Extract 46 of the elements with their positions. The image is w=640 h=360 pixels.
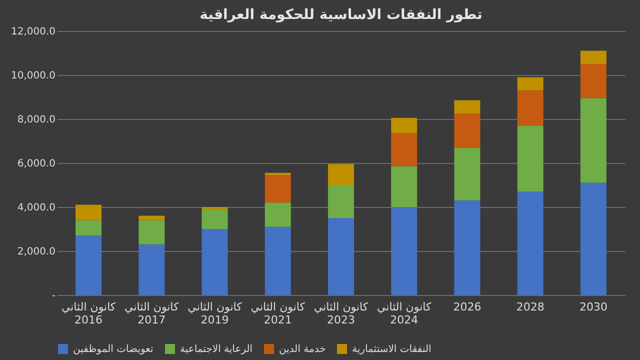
bar — [264, 175, 291, 203]
bar — [202, 229, 228, 295]
x-tick-label: 2030 — [579, 300, 608, 314]
y-tick-label: - — [52, 290, 56, 302]
x-tick-label: 2026 — [453, 300, 482, 314]
bar — [580, 64, 606, 98]
bar — [202, 209, 228, 229]
bar — [328, 218, 354, 295]
bar — [76, 204, 102, 220]
y-tick-label: 2,000.0 — [17, 246, 56, 258]
bar — [328, 185, 354, 218]
bar — [391, 207, 418, 295]
y-tick-label: 10,000.0 — [10, 70, 56, 82]
bar — [391, 133, 418, 166]
x-tick-label: 2028 — [516, 300, 544, 314]
bar — [454, 200, 480, 295]
bar — [138, 220, 165, 244]
bar — [328, 164, 354, 185]
bar — [264, 226, 291, 295]
legend-label: خدمة الدين — [279, 344, 326, 355]
bar — [517, 126, 544, 192]
y-tick-label: 8,000.0 — [17, 114, 56, 126]
legend-label: تعويضات الموظفين — [73, 344, 154, 355]
bar — [517, 90, 544, 126]
legend-label: الرعاية الاجتماعية — [180, 344, 253, 355]
bar — [138, 216, 165, 220]
bar — [580, 50, 606, 64]
bar — [454, 148, 480, 200]
bar — [76, 220, 102, 236]
y-tick-label: 4,000.0 — [17, 202, 56, 214]
y-tick-label: 12,000.0 — [10, 26, 56, 38]
bar — [580, 182, 606, 295]
y-tick-label: 6,000.0 — [17, 158, 56, 170]
bar — [454, 114, 480, 148]
bar — [454, 100, 480, 114]
chart-title: تطور النفقات الاساسية للحكومة العراقية — [200, 7, 482, 23]
bar — [138, 244, 165, 295]
bar — [517, 192, 544, 295]
legend-label: النفقات الاستثمارية — [352, 344, 432, 355]
bar — [391, 118, 418, 134]
bar — [264, 172, 291, 176]
bar — [517, 77, 544, 90]
bar — [264, 202, 291, 227]
bar — [391, 166, 418, 207]
bar — [580, 98, 606, 183]
bar — [76, 236, 102, 295]
